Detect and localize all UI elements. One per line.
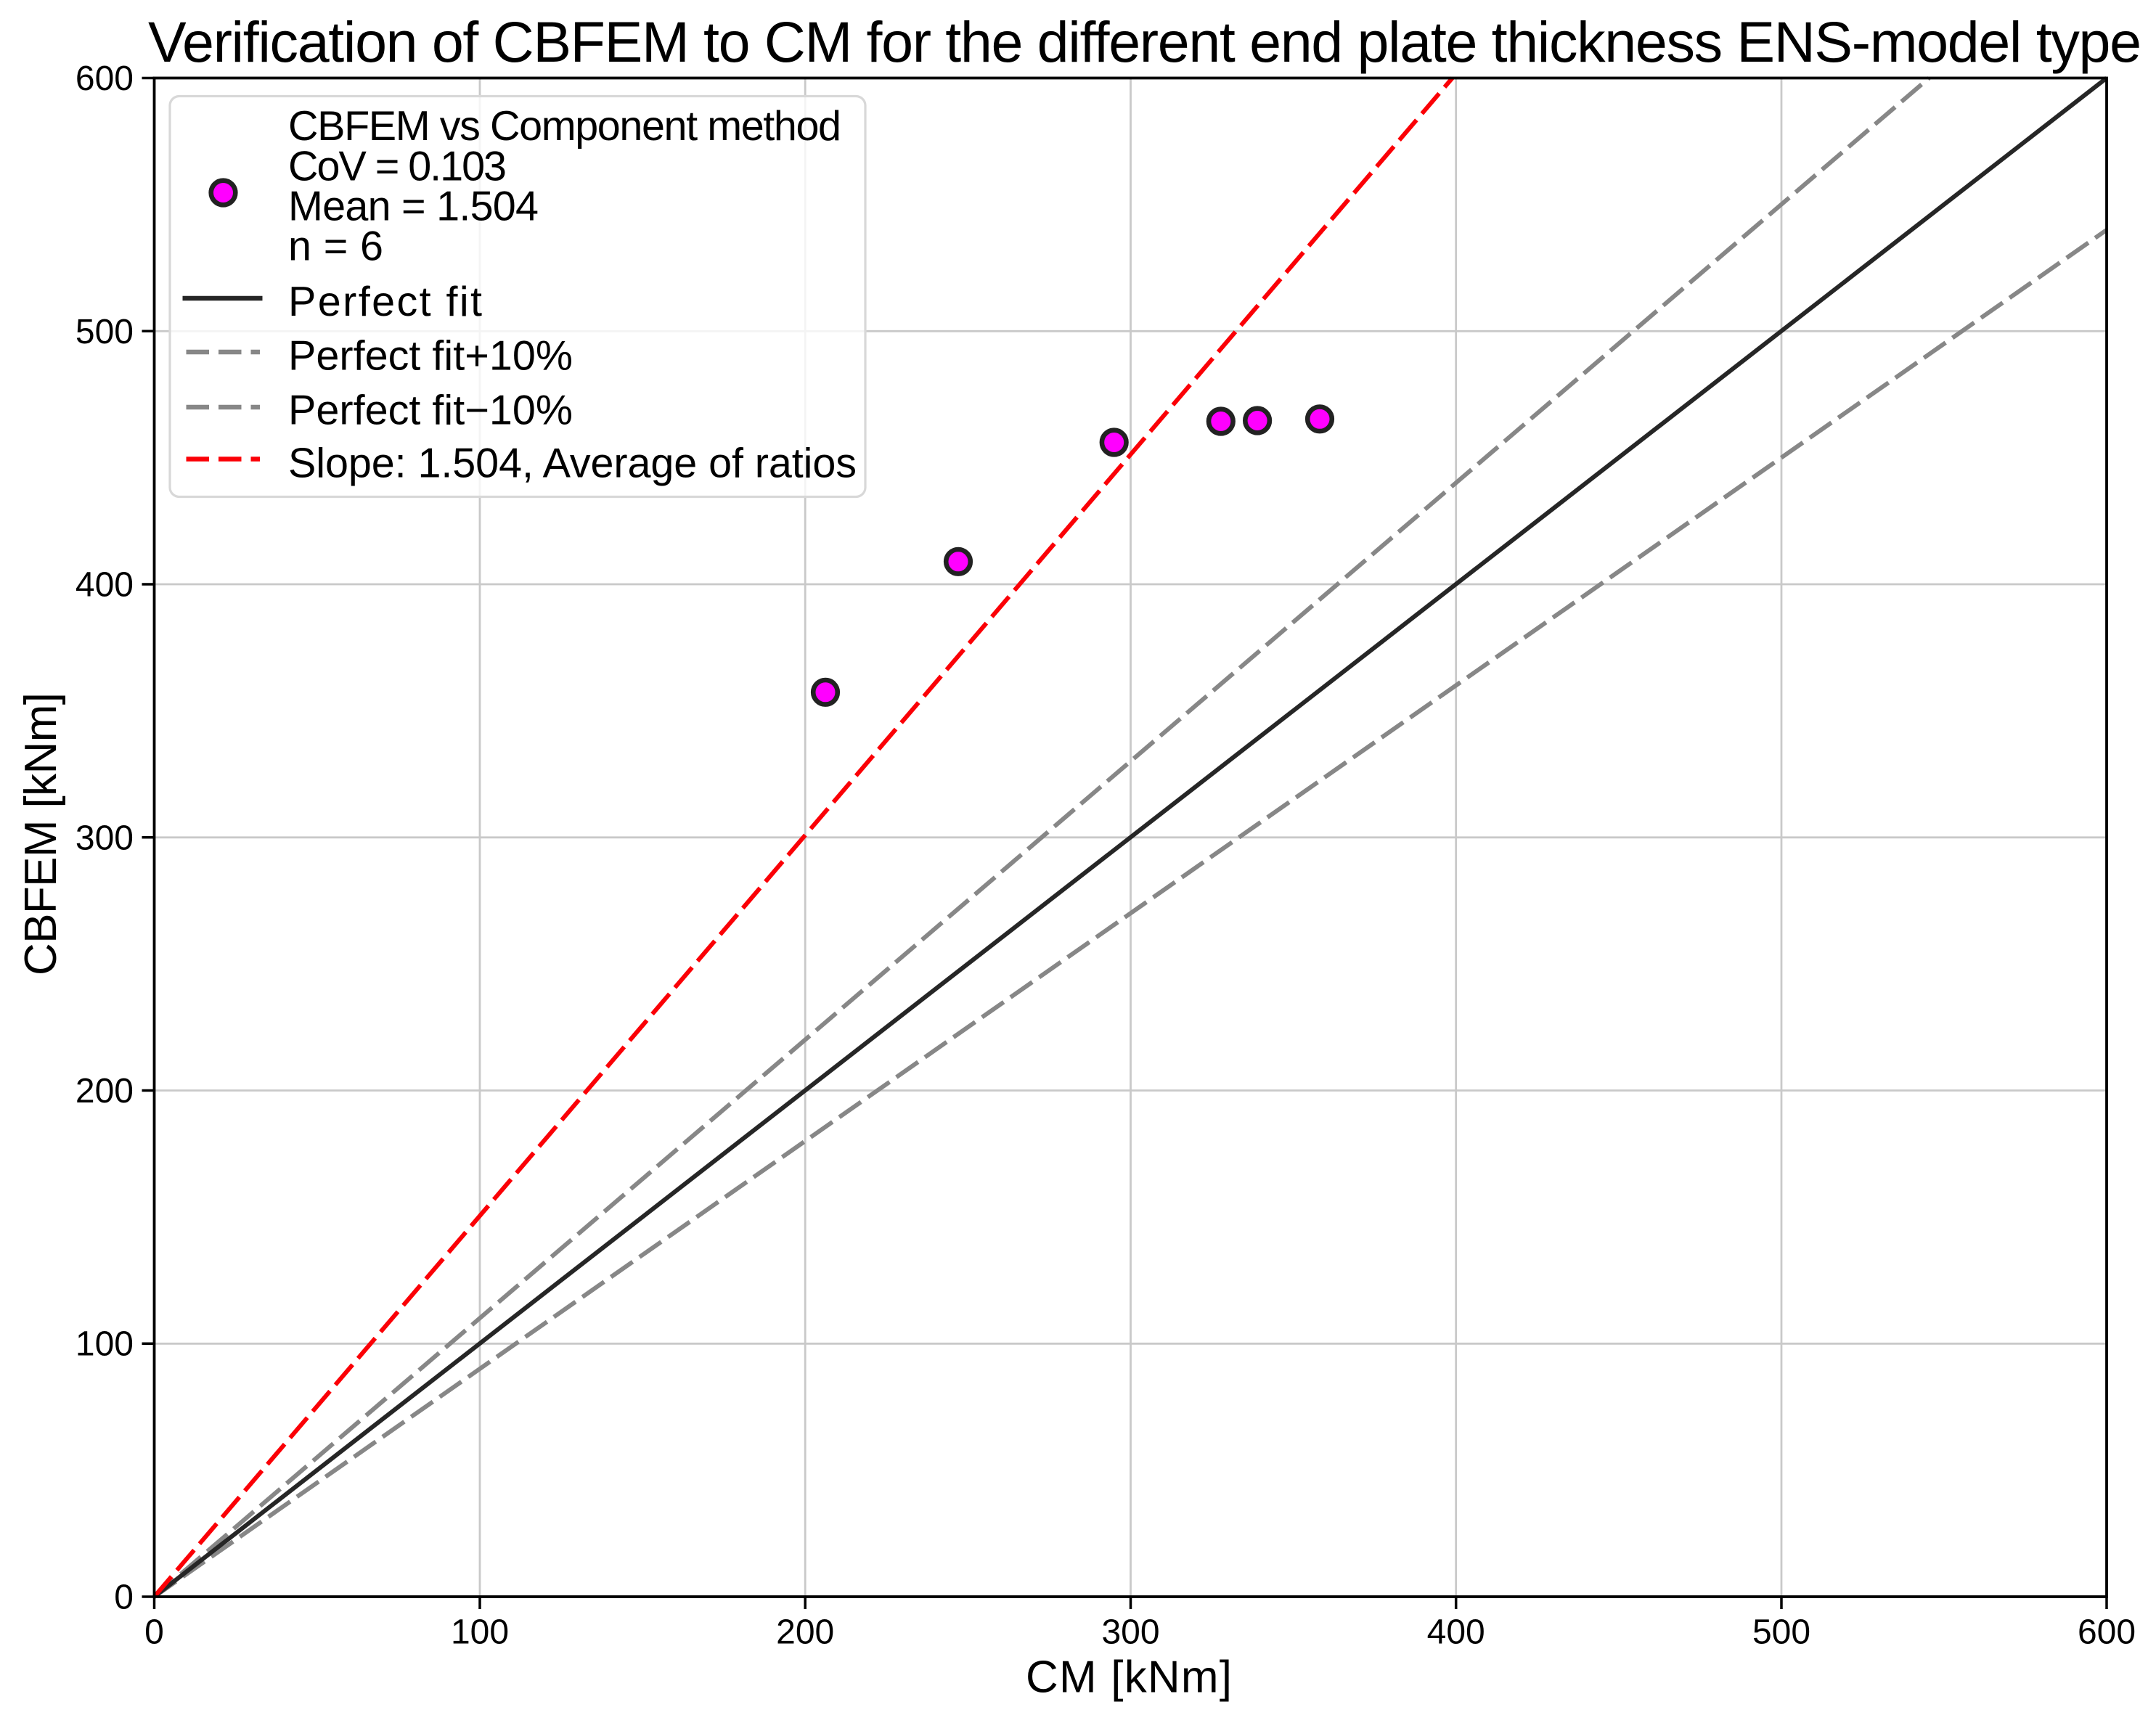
svg-text:CM [kNm]: CM [kNm] [1026,1652,1232,1702]
svg-text:Perfect fit+10%: Perfect fit+10% [288,333,573,380]
svg-text:300: 300 [75,819,134,857]
svg-text:0: 0 [144,1613,164,1651]
svg-text:0: 0 [114,1579,134,1617]
svg-text:100: 100 [451,1613,509,1651]
svg-text:CBFEM [kNm]: CBFEM [kNm] [16,692,66,975]
svg-text:CBFEM vs Component method: CBFEM vs Component method [288,103,841,150]
svg-text:CoV = 0.103: CoV = 0.103 [288,143,507,189]
svg-text:500: 500 [1752,1613,1810,1651]
svg-text:n = 6: n = 6 [288,224,383,270]
svg-text:400: 400 [75,566,134,605]
svg-text:600: 600 [75,60,134,98]
svg-text:500: 500 [75,313,134,351]
svg-text:Verification of CBFEM to CM fo: Verification of CBFEM to CM for the diff… [148,9,2141,74]
svg-text:100: 100 [75,1325,134,1364]
svg-text:Slope: 1.504, Average of ratio: Slope: 1.504, Average of ratios [288,441,857,487]
svg-text:400: 400 [1427,1613,1485,1651]
svg-text:Mean = 1.504: Mean = 1.504 [288,184,539,230]
svg-text:Perfect fit: Perfect fit [288,279,482,325]
svg-text:200: 200 [776,1613,834,1651]
svg-text:300: 300 [1101,1613,1159,1651]
svg-text:200: 200 [75,1072,134,1110]
svg-text:Perfect fit−10%: Perfect fit−10% [288,388,573,434]
svg-text:600: 600 [2078,1613,2136,1651]
